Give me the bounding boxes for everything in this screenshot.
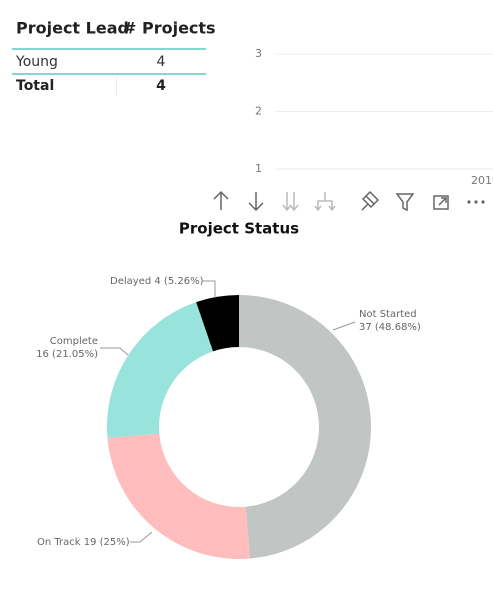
category-label: Delayed [110, 276, 151, 287]
drill-up-icon[interactable] [213, 190, 229, 210]
drill-down-icon[interactable] [248, 192, 264, 212]
cell-divider [116, 76, 117, 96]
donut-slice [107, 302, 214, 438]
more-options-icon[interactable] [467, 200, 485, 204]
y-tick-label: 1 [255, 162, 262, 175]
data-label: On Track 19 (25%) [37, 537, 130, 548]
category-label: Complete [50, 336, 98, 347]
total-cell: Total [16, 78, 54, 94]
donut-slice [196, 295, 239, 352]
expand-next-icon[interactable] [314, 192, 336, 212]
data-label: Delayed 4 (5.26%) [110, 276, 204, 287]
cell: Young [15, 54, 58, 70]
chart-title: Project Status [179, 220, 299, 238]
value-label: 37 (48.68%) [359, 322, 421, 333]
value-label: 4 (5.26%) [154, 276, 203, 287]
category-label: On Track [37, 537, 81, 548]
donut-slice [107, 433, 250, 559]
category-label: Not Started [359, 309, 417, 320]
value-label: 16 (21.05%) [36, 349, 98, 360]
cell: 4 [157, 54, 166, 70]
expand-all-icon[interactable] [282, 192, 299, 212]
leader-line [130, 531, 153, 543]
header-cell: # Projects [123, 19, 216, 38]
leader-line [203, 280, 216, 298]
leader-line [100, 347, 129, 356]
leader-line [332, 321, 356, 331]
value-label: 19 (25%) [84, 537, 130, 548]
toolbar [213, 190, 485, 212]
focus-mode-icon[interactable] [433, 195, 449, 210]
x-tick-label: 2019 [471, 174, 493, 187]
y-tick-label: 3 [255, 47, 262, 60]
y-tick-label: 2 [255, 105, 262, 118]
pin-icon[interactable] [361, 190, 380, 211]
donut-slice [239, 295, 371, 559]
filter-icon[interactable] [395, 193, 415, 212]
total-cell: 4 [156, 78, 166, 94]
header-cell: Project Lead [16, 19, 129, 38]
